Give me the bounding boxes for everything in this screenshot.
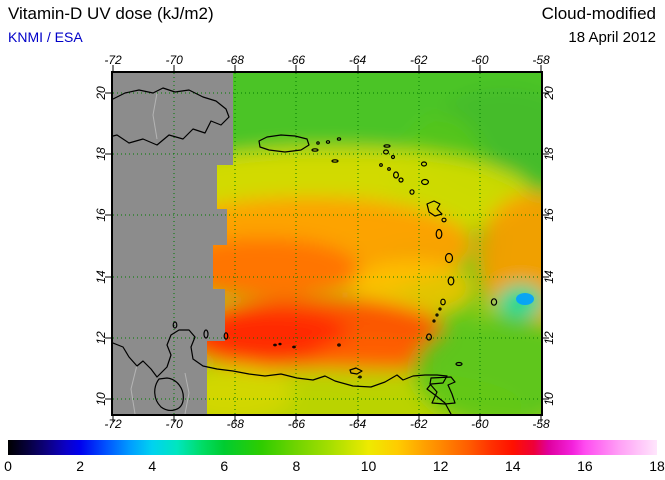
lon-tick-mark [173,65,175,71]
lon-tick-label-top: -64 [348,53,367,67]
lon-tick-mark [357,416,359,422]
coastline-hispaniola [113,87,230,146]
colorbar-tick-label: 12 [432,458,449,474]
mode-label: Cloud-modified [541,4,656,23]
no-data-region [113,73,233,414]
coastlines [113,87,498,414]
lon-tick-mark [479,416,481,422]
lon-tick-mark [418,416,420,422]
country-borders [130,92,190,414]
page-title: Vitamin-D UV dose (kJ/m2) [8,4,214,23]
lon-tick-label-bottom: -72 [104,417,122,431]
coastline-trinidad [429,376,456,405]
lat-tick-mark [105,276,111,278]
lon-tick-mark [112,416,114,422]
lon-tick-mark [295,416,297,422]
low-dose-spot [516,293,534,305]
credit-label: KNMI / ESA [8,29,83,45]
lat-tick-mark [543,153,549,155]
lon-tick-label-top: -58 [532,53,550,67]
lon-tick-label-top: -72 [104,53,122,67]
lon-tick-label-bottom: -58 [532,417,550,431]
lon-tick-label-bottom: -70 [165,417,183,431]
lat-tick-mark [543,92,549,94]
map-frame [111,71,543,416]
colorbar-gradient [8,440,657,455]
colorbar-tick-label: 2 [76,458,85,474]
lat-tick-mark [543,398,549,400]
venezuelan-islands [273,342,363,379]
lon-tick-label-top: -68 [226,53,244,67]
lat-tick-mark [105,337,111,339]
date-label: 18 April 2012 [568,29,656,46]
colorbar-tick-label: 10 [360,458,377,474]
lon-tick-mark [357,65,359,71]
lon-tick-mark [540,416,542,422]
colorbar-tick-label: 14 [504,458,521,474]
lon-tick-label-top: -70 [165,53,183,67]
lon-tick-mark [540,65,542,71]
colorbar-tick-label: 0 [4,458,12,474]
colorbar-tick-label: 16 [577,458,593,474]
colorbar-tick-label: 18 [649,458,665,474]
lon-tick-label-bottom: -60 [471,417,489,431]
abc-islands [172,321,229,340]
lon-tick-mark [173,416,175,422]
map-svg [113,73,541,414]
lon-tick-label-bottom: -62 [410,417,428,431]
lon-tick-mark [479,65,481,71]
lat-tick-mark [543,276,549,278]
coastline-puerto-rico [258,134,310,153]
lon-tick-mark [234,416,236,422]
lon-tick-mark [234,65,236,71]
lat-tick-mark [105,92,111,94]
lon-tick-mark [112,65,114,71]
colorbar-tick-label: 4 [148,458,157,474]
lon-tick-label-bottom: -68 [226,417,244,431]
lon-tick-label-bottom: -66 [287,417,306,431]
lon-tick-label-bottom: -64 [348,417,367,431]
lat-tick-mark [105,214,111,216]
colorbar-tick-label: 6 [220,458,229,474]
lat-tick-mark [543,337,549,339]
lon-tick-mark [418,65,420,71]
lat-tick-mark [105,398,111,400]
coastline-south-america [113,329,452,414]
lat-tick-mark [105,153,111,155]
lon-tick-label-top: -60 [471,53,489,67]
lon-tick-mark [295,65,297,71]
lake-maracaibo [154,377,184,411]
lon-tick-label-top: -62 [410,53,428,67]
lon-tick-label-top: -66 [287,53,306,67]
lesser-antilles [379,144,498,367]
lat-tick-mark [543,214,549,216]
colorbar-tick-label: 8 [292,458,301,474]
grid-lines [113,73,541,414]
